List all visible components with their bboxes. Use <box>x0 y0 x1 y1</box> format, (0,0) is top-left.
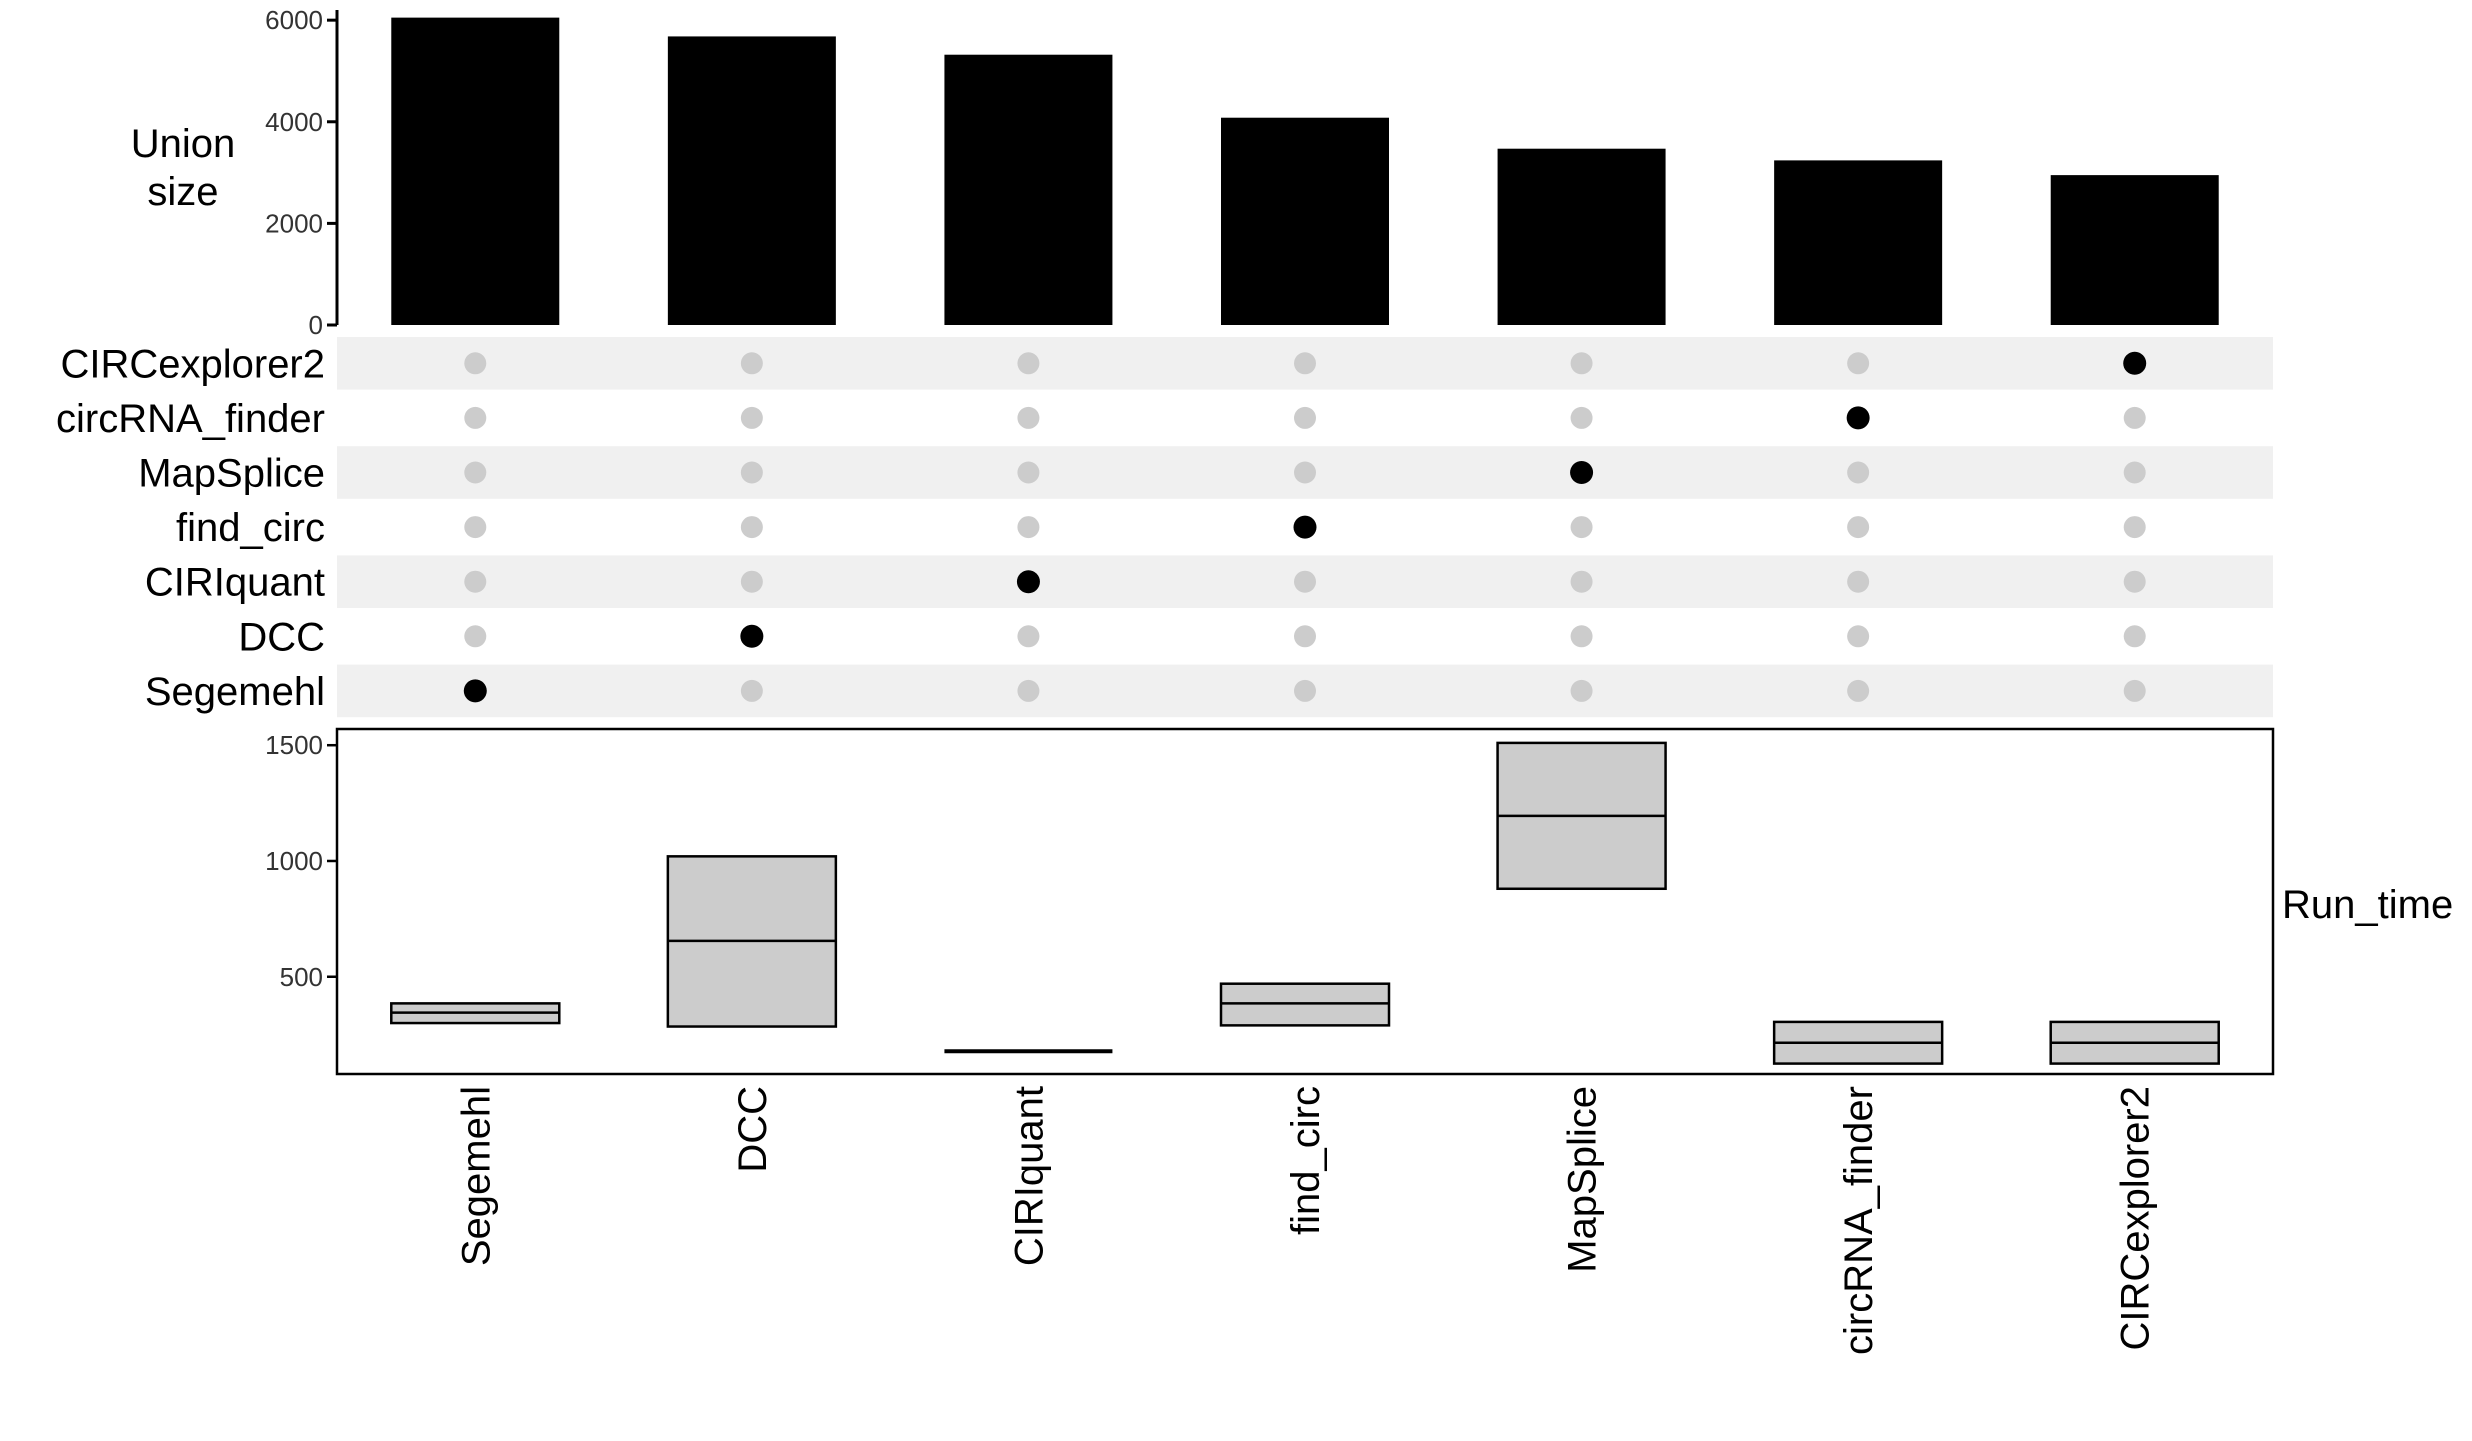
matrix-dot-inactive <box>740 461 763 484</box>
runtime-y-tick-label: 1500 <box>265 730 323 760</box>
matrix-dot-inactive <box>740 352 763 375</box>
matrix-dot-inactive <box>2123 461 2146 484</box>
matrix-dot-inactive <box>1294 625 1316 648</box>
matrix-dot-inactive <box>2123 625 2146 648</box>
matrix-dot-inactive <box>740 570 763 593</box>
matrix-dot-inactive <box>1847 461 1870 484</box>
union-size-bar <box>1221 117 1389 325</box>
union-size-bar <box>667 36 836 326</box>
x-category-label: CIRIquant <box>1007 1086 1051 1266</box>
bar-y-tick-label: 4000 <box>265 107 323 137</box>
matrix-dot-inactive <box>1570 516 1593 539</box>
matrix-dot-inactive <box>2123 570 2146 593</box>
matrix-set-label: Segemehl <box>145 670 325 714</box>
bar-y-axis-label-line: Union <box>131 122 236 166</box>
union-size-bar <box>1774 160 1943 325</box>
union-size-bar <box>2050 175 2219 325</box>
matrix-dot-inactive <box>2123 406 2146 429</box>
matrix-dot-inactive <box>1294 406 1316 429</box>
x-category-label: Segemehl <box>454 1086 498 1266</box>
matrix-dot-inactive <box>464 570 487 593</box>
matrix-dot-inactive <box>1294 461 1316 484</box>
matrix-dot-inactive <box>1570 406 1593 429</box>
matrix-dot-active <box>1846 406 1870 430</box>
runtime-y-axis-label: Run_time <box>2282 883 2453 927</box>
x-category-label: DCC <box>731 1086 775 1173</box>
matrix-dot-inactive <box>740 679 763 702</box>
bar-y-tick-label: 0 <box>309 310 323 340</box>
matrix-set-label: find_circ <box>176 506 325 550</box>
x-category-label: circRNA_finder <box>1837 1086 1881 1355</box>
matrix-dot-inactive <box>1847 679 1870 702</box>
matrix-dot-active <box>1293 515 1317 539</box>
matrix-dot-inactive <box>1017 625 1040 648</box>
matrix-dot-inactive <box>1847 516 1870 539</box>
matrix-set-label: MapSplice <box>138 452 325 496</box>
matrix-dot-inactive <box>464 406 487 429</box>
matrix-set-label: circRNA_finder <box>56 397 325 441</box>
matrix-dot-active <box>2123 351 2147 375</box>
matrix-set-label: DCC <box>238 615 325 659</box>
matrix-dot-inactive <box>1847 570 1870 593</box>
matrix-dot-inactive <box>1017 461 1040 484</box>
matrix-dot-inactive <box>1017 406 1040 429</box>
matrix-dot-inactive <box>1017 679 1040 702</box>
bar-y-tick-label: 6000 <box>265 5 323 35</box>
runtime-panel-frame <box>335 727 2275 1076</box>
matrix-dot-inactive <box>1570 679 1593 702</box>
matrix-dot-inactive <box>1017 516 1040 539</box>
matrix-dot-inactive <box>2123 679 2146 702</box>
runtime-y-tick-label: 1000 <box>265 846 323 876</box>
matrix-dot-inactive <box>464 516 487 539</box>
matrix-dot-inactive <box>1570 570 1593 593</box>
matrix-dot-inactive <box>1017 352 1040 375</box>
x-category-label: CIRCexplorer2 <box>2114 1086 2158 1351</box>
matrix-dot-active <box>1016 570 1040 594</box>
matrix-set-label: CIRCexplorer2 <box>60 342 325 386</box>
union-size-bar <box>1497 148 1666 325</box>
runtime-y-tick-label: 500 <box>280 962 323 992</box>
union-size-bar <box>944 54 1113 325</box>
matrix-dot-inactive <box>1570 625 1593 648</box>
matrix-dot-active <box>1570 461 1594 484</box>
matrix-dot-inactive <box>1847 625 1870 648</box>
matrix-dot-inactive <box>1294 570 1316 593</box>
matrix-dot-inactive <box>740 406 763 429</box>
matrix-dot-active <box>463 679 487 703</box>
matrix-dot-inactive <box>464 352 487 375</box>
matrix-set-label: CIRIquant <box>145 561 325 605</box>
union-size-bar <box>391 17 560 325</box>
x-category-label: MapSplice <box>1561 1086 1605 1273</box>
matrix-dot-inactive <box>1294 679 1316 702</box>
matrix-dot-inactive <box>464 461 487 484</box>
matrix-dot-inactive <box>1570 352 1593 375</box>
matrix-dot-inactive <box>1847 352 1870 375</box>
matrix-dot-active <box>740 624 764 648</box>
matrix-dot-inactive <box>464 625 487 648</box>
x-category-label: find_circ <box>1284 1086 1328 1235</box>
bar-y-tick-label: 2000 <box>265 208 323 238</box>
matrix-dot-inactive <box>2123 516 2146 539</box>
matrix-dot-inactive <box>1294 352 1316 375</box>
bar-y-axis-label-line: size <box>147 170 218 214</box>
matrix-dot-inactive <box>740 516 763 539</box>
